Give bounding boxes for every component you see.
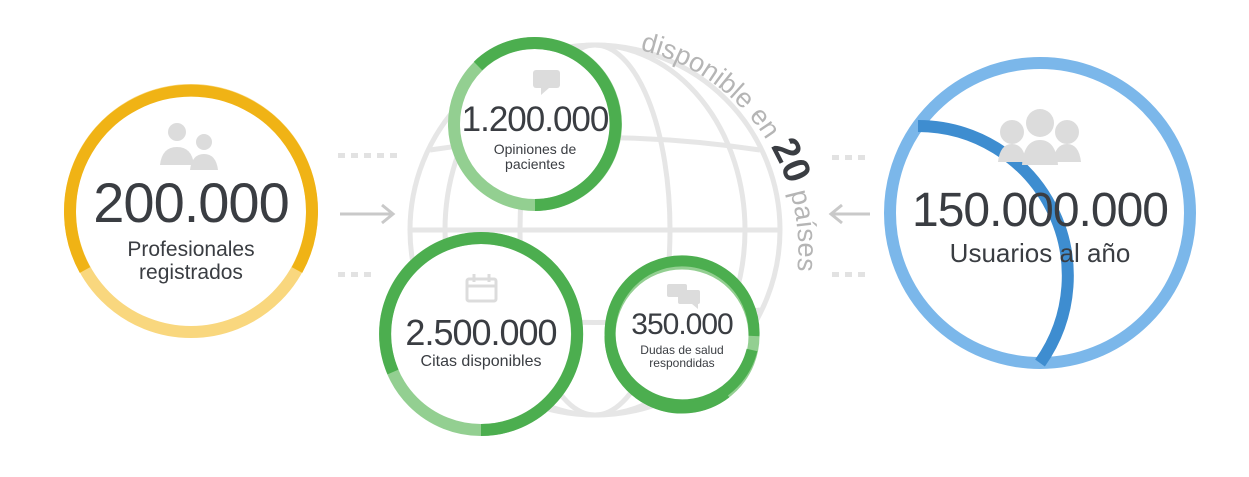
chat-bubbles-icon [667,284,700,309]
opinions-value: 1.200.000 [461,100,610,139]
professionals-label: Profesionales registrados [127,238,255,285]
appointments-ring [379,232,584,436]
questions-stat: 350.000 Dudas de salud respondidas [610,264,754,408]
professionals-ring [64,84,318,338]
questions-value: 350.000 [631,308,733,341]
users-ring [884,57,1196,369]
users-stat: 150.000.000 Usuarios al año [890,63,1190,363]
questions-ring [604,255,760,414]
users-icon [998,109,1081,165]
professionals-stat: 200.000 Profesionales registrados [70,90,312,332]
users-label: Usuarios al año [949,238,1131,268]
opinions-label: Opiniones de pacientes [493,141,577,173]
calendar-icon [465,274,498,303]
professionals-value: 200.000 [93,171,289,234]
questions-label: Dudas de salud respondidas [640,343,724,371]
opinions-stat: 1.200.000 Opiniones de pacientes [454,43,616,205]
arrow-left-icon [828,203,870,225]
appointments-value: 2.500.000 [405,312,557,353]
users-value: 150.000.000 [912,184,1169,237]
opinions-ring [448,37,622,211]
arrow-right-icon [340,203,396,225]
appointments-label: Citas disponibles [420,353,542,370]
professionals-icon [160,123,218,170]
chat-bubble-icon [533,70,560,95]
right-dotted-connectors [832,155,865,277]
left-dotted-connectors [338,153,397,277]
appointments-stat: 2.500.000 Citas disponibles [385,238,577,430]
